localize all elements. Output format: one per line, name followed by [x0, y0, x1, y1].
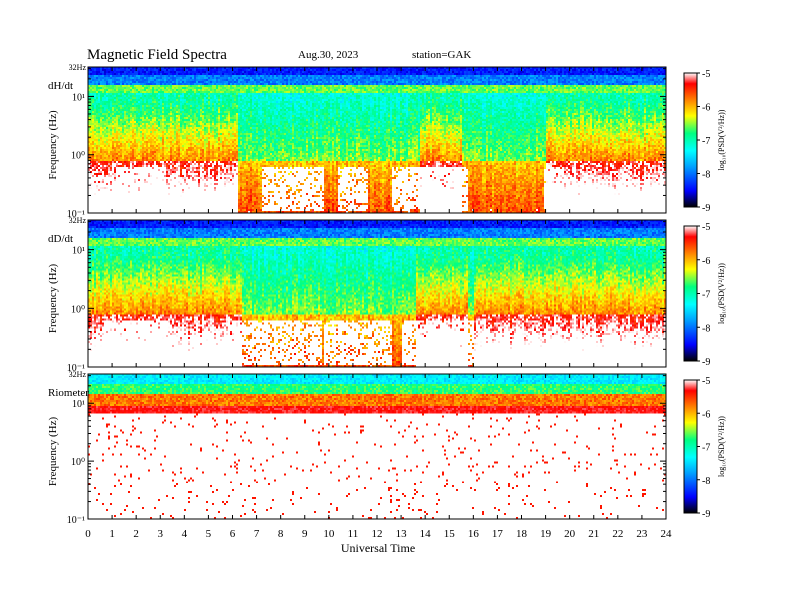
- x-tick-label: 5: [206, 528, 212, 540]
- panel-dh-dt: 10¹ 10⁰ 10⁻¹ 32Hz dH/dt Frequency (Hz): [47, 63, 667, 220]
- x-tick-label: 11: [348, 528, 359, 540]
- y-tick-label: 10⁰: [71, 457, 85, 468]
- colorbar-label: log₁₀(PSD(V²/Hz)): [717, 416, 726, 477]
- x-tick-label: 22: [612, 528, 623, 540]
- y-top-label: 32Hz: [69, 370, 87, 379]
- colorbar-label: log₁₀(PSD(V²/Hz)): [717, 263, 726, 324]
- x-tick-label: 12: [372, 528, 383, 540]
- x-tick-label: 6: [230, 528, 236, 540]
- y-tick-label: 10⁰: [71, 304, 85, 315]
- colorbar-tick-label: -7: [702, 443, 710, 454]
- x-tick-label: 7: [254, 528, 260, 540]
- figure-title: Magnetic Field Spectra: [87, 47, 227, 63]
- x-tick-label: 19: [540, 528, 552, 540]
- x-tick-label: 10: [323, 528, 335, 540]
- x-tick-label: 14: [420, 528, 432, 540]
- colorbar-label: log₁₀(PSD(V²/Hz)): [717, 109, 726, 170]
- colorbar-tick-label: -9: [702, 203, 710, 214]
- colorbar-tick-label: -7: [702, 290, 710, 301]
- y-tick-label: 10¹: [72, 399, 85, 410]
- panel-riometer: 10¹ 10⁰ 10⁻¹ 32Hz Riometer Frequency (Hz): [47, 370, 667, 526]
- panel-dd-dt: 10¹ 10⁰ 10⁻¹ 32Hz dD/dt Frequency (Hz): [47, 216, 667, 374]
- panel-label: dH/dt: [48, 80, 73, 92]
- panel-label: Riometer: [48, 387, 89, 399]
- colorbar-1: -5 -6 -7 -8 -9 log₁₀(PSD(V²/Hz)): [683, 69, 726, 214]
- x-tick-label: 9: [302, 528, 308, 540]
- x-axis: 0 1 2 3 4 5 6 7 8 9 10 11 12 13 14 15 16 17 18 19 20 21 22 23 24: [85, 528, 672, 540]
- spectrogram-image: [88, 220, 666, 367]
- colorbar-3: -5 -6 -7 -8 -9 log₁₀(PSD(V²/Hz)): [683, 376, 726, 520]
- colorbars: -5 -6 -7 -8 -9 log₁₀(PSD(V²/Hz)) -5 -6 -7 -8 -9 log…: [683, 69, 726, 520]
- y-axis-label: Frequency (Hz): [47, 264, 59, 334]
- x-tick-label: 2: [133, 528, 139, 540]
- x-tick-label: 3: [158, 528, 164, 540]
- colorbar-scale: [683, 72, 698, 208]
- station-label: station=GAK: [412, 49, 471, 61]
- y-tick-label: 10⁻¹: [67, 515, 85, 526]
- colorbar-tick-label: -6: [702, 409, 710, 420]
- y-top-label: 32Hz: [69, 216, 87, 225]
- colorbar-tick-label: -9: [702, 509, 710, 520]
- y-tick-label: 10¹: [72, 92, 85, 103]
- x-tick-label: 13: [396, 528, 408, 540]
- colorbar-tick-label: -8: [702, 323, 710, 334]
- y-axis-label: Frequency (Hz): [47, 110, 59, 180]
- y-axis-label: Frequency (Hz): [47, 417, 59, 487]
- x-tick-label: 20: [564, 528, 576, 540]
- x-tick-label: 18: [516, 528, 528, 540]
- colorbar-tick-label: -9: [702, 357, 710, 368]
- x-tick-label: 16: [468, 528, 480, 540]
- x-tick-label: 1: [109, 528, 115, 540]
- colorbar-scale: [683, 225, 698, 362]
- colorbar-tick-label: -6: [702, 256, 710, 267]
- y-tick-label: 10¹: [72, 246, 85, 257]
- x-tick-label: 8: [278, 528, 284, 540]
- date-label: Aug.30, 2023: [298, 49, 359, 61]
- y-tick-label: 10⁰: [71, 151, 85, 162]
- x-tick-label: 0: [85, 528, 91, 540]
- x-tick-label: 4: [182, 528, 188, 540]
- x-axis-label: Universal Time: [341, 541, 415, 555]
- spectrogram-image: [88, 67, 666, 213]
- x-tick-label: 21: [588, 528, 599, 540]
- colorbar-tick-label: -5: [702, 69, 710, 80]
- colorbar-tick-label: -5: [702, 222, 710, 233]
- panel-label: dD/dt: [48, 233, 73, 245]
- x-tick-label: 15: [444, 528, 456, 540]
- y-tick-label: 10⁻¹: [67, 209, 85, 220]
- spectrogram-image: [88, 374, 666, 519]
- y-top-label: 32Hz: [69, 63, 87, 72]
- colorbar-tick-label: -5: [702, 376, 710, 387]
- y-tick-label: 10⁻¹: [67, 363, 85, 374]
- colorbar-2: -5 -6 -7 -8 -9 log₁₀(PSD(V²/Hz)): [683, 222, 726, 368]
- colorbar-tick-label: -8: [702, 476, 710, 487]
- colorbar-tick-label: -7: [702, 136, 710, 147]
- x-tick-label: 24: [661, 528, 673, 540]
- colorbar-tick-label: -8: [702, 170, 710, 181]
- x-tick-label: 17: [492, 528, 504, 540]
- x-tick-label: 23: [636, 528, 648, 540]
- colorbar-scale: [683, 379, 698, 514]
- colorbar-tick-label: -6: [702, 103, 710, 114]
